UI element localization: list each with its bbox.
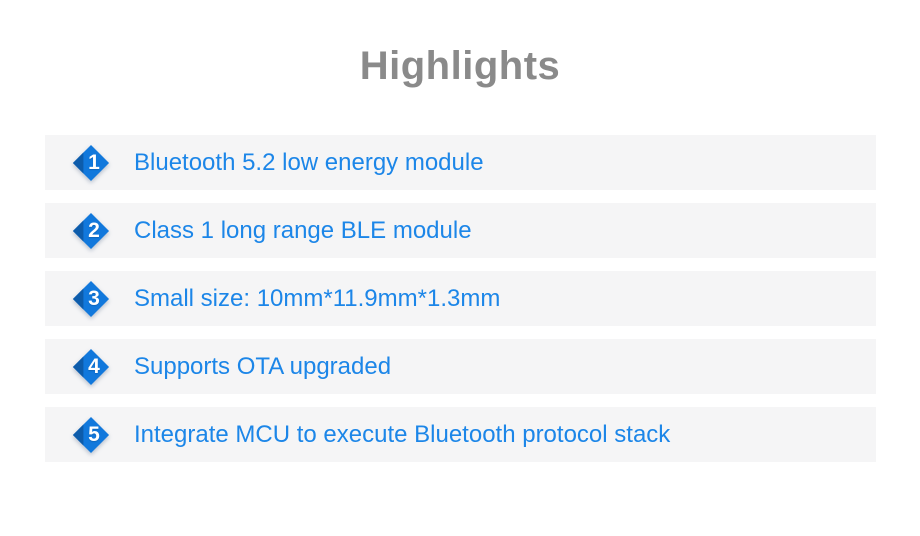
numbered-diamond-icon: 5 [72, 416, 110, 454]
highlight-list: 1 Bluetooth 5.2 low energy module 2 Clas… [0, 135, 920, 462]
highlight-number: 2 [88, 218, 100, 242]
highlight-text: Bluetooth 5.2 low energy module [134, 148, 484, 176]
highlight-number: 1 [88, 150, 100, 174]
highlights-page: Highlights 1 Bluetooth 5.2 low energy mo… [0, 44, 920, 536]
highlight-text: Small size: 10mm*11.9mm*1.3mm [134, 284, 501, 312]
highlight-row: 3 Small size: 10mm*11.9mm*1.3mm [45, 271, 876, 326]
highlight-row: 1 Bluetooth 5.2 low energy module [45, 135, 876, 190]
numbered-diamond-icon: 3 [72, 280, 110, 318]
highlight-text: Supports OTA upgraded [134, 352, 392, 380]
highlight-number: 5 [88, 422, 100, 446]
numbered-diamond-icon: 1 [72, 144, 110, 182]
highlight-row: 4 Supports OTA upgraded [45, 339, 876, 394]
highlight-row: 2 Class 1 long range BLE module [45, 203, 876, 258]
highlight-text: Integrate MCU to execute Bluetooth proto… [134, 420, 671, 448]
highlight-number: 4 [88, 354, 100, 378]
page-title: Highlights [359, 44, 561, 88]
highlight-text: Class 1 long range BLE module [134, 216, 472, 244]
numbered-diamond-icon: 2 [72, 212, 110, 250]
highlight-number: 3 [88, 286, 100, 310]
numbered-diamond-icon: 4 [72, 348, 110, 386]
highlight-row: 5 Integrate MCU to execute Bluetooth pro… [45, 407, 876, 462]
